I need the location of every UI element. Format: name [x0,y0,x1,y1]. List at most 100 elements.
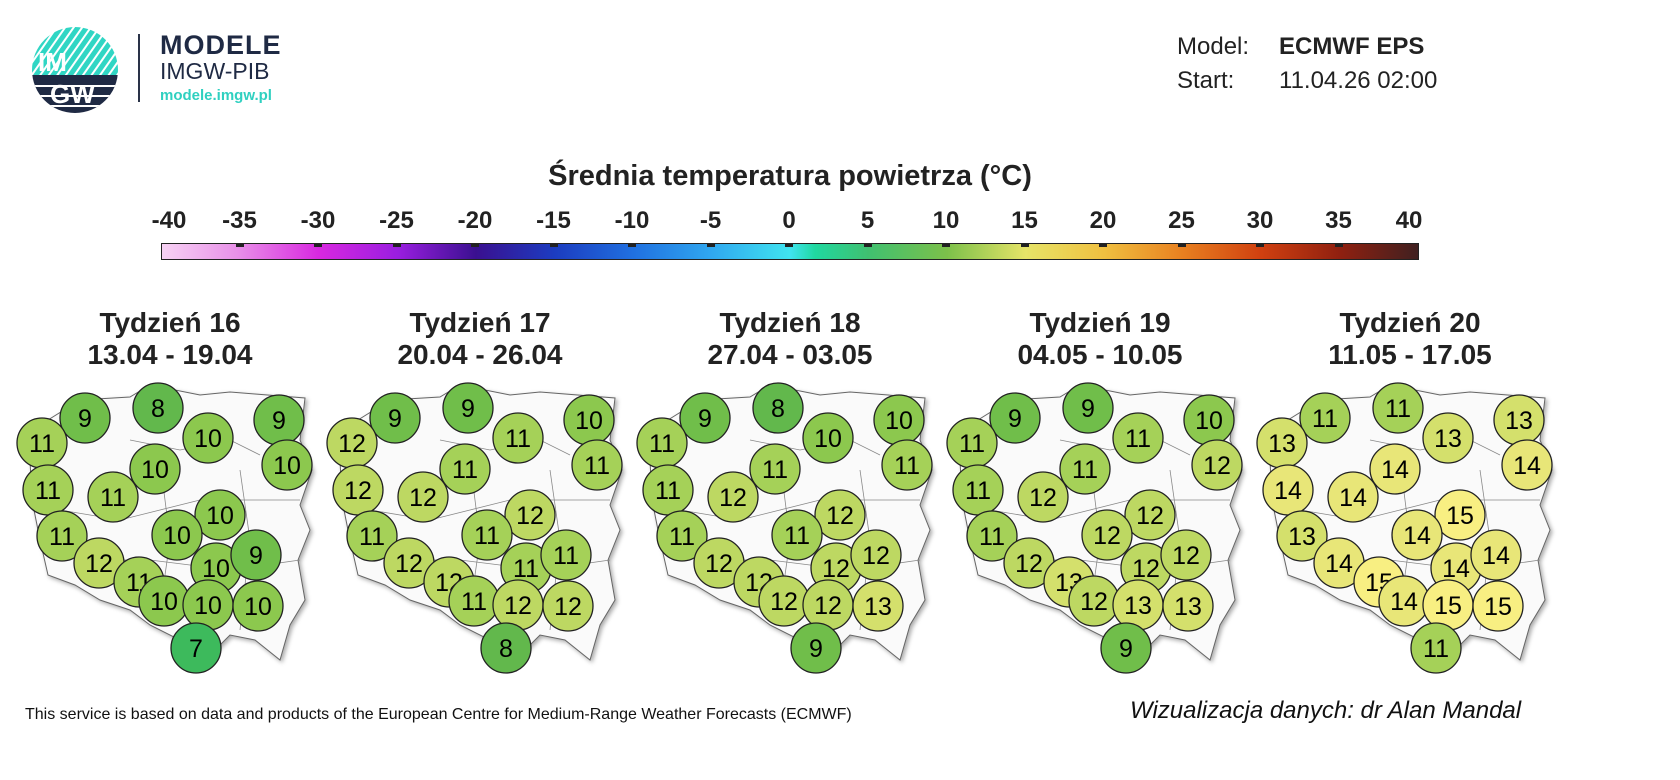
colorbar-tick-mark [1334,243,1343,247]
week-label: Tydzień 17 [409,307,551,338]
station-value: 12 [554,593,582,621]
week-title: Tydzień 20 11.05 - 17.05 [1260,307,1560,371]
region-border [369,499,610,521]
station-value: 13 [1124,592,1152,620]
station-value: 9 [461,395,475,423]
station-value: 12 [1029,484,1057,512]
station-marker [132,382,184,434]
colorbar-tick-mark [1256,243,1264,247]
colorbar-tick-mark [549,243,558,247]
colorbar-tick-label: -30 [300,207,336,234]
brand-url[interactable]: modele.imgw.pl [160,87,272,104]
station-value: 12 [862,542,890,570]
brand-title: MODELE [160,30,282,60]
station-marker [1081,509,1133,561]
station-value: 9 [388,405,402,433]
colorbar-tick-label: -15 [536,207,571,234]
logo-text-top: IM [38,47,67,77]
colorbar-tick-label: 0 [782,207,796,234]
station-value: 10 [163,522,191,550]
station-value: 12 [822,555,850,583]
week-label: Tydzień 16 [99,307,241,338]
station-value: 14 [1403,522,1431,550]
station-value: 12 [1080,588,1108,616]
colorbar-tick-label: -40 [151,207,187,234]
colorbar-tick-mark [314,243,322,247]
station-value: 9 [78,405,92,433]
station-marker [850,529,902,581]
station-value: 9 [272,407,286,435]
station-value: 10 [814,425,842,453]
source-note: This service is based on data and produc… [25,706,852,723]
station-value: 10 [244,593,272,621]
week-dates: 20.04 - 26.04 [397,339,563,370]
logo-divider [138,34,140,102]
colorbar-tick-label: 35 [1325,207,1352,234]
station-marker [1327,471,1379,523]
colorbar-tick-mark [235,243,244,247]
colorbar-title: Średnia temperatura powietrza (°C) [548,160,1032,192]
station-value: 9 [698,405,712,433]
colorbar-tick-mark [628,243,636,247]
station-value: 12 [344,477,372,505]
model-label: Model: [1177,33,1250,60]
station-marker [707,471,759,523]
station-value: 11 [979,523,1005,551]
station-value: 14 [1513,452,1541,480]
station-marker [397,471,449,523]
station-value: 12 [85,550,113,578]
station-value: 14 [1381,456,1409,484]
station-value: 15 [1434,592,1462,620]
station-value: 11 [505,425,531,453]
station-value: 11 [655,477,681,505]
station-value: 12 [395,550,423,578]
colorbar-tick-label: -25 [379,207,414,234]
station-value: 11 [1423,635,1449,663]
station-value: 14 [1339,484,1367,512]
colorbar-tick-label: -5 [699,207,722,234]
station-marker [129,443,181,495]
colorbar-tick-mark [863,243,872,247]
station-marker [230,529,282,581]
station-marker [989,392,1041,444]
station-marker [966,510,1018,562]
station-marker [442,382,494,434]
station-marker [1422,412,1474,464]
station-marker [170,622,222,674]
station-value: 9 [1119,635,1133,663]
week-title: Tydzień 17 20.04 - 26.04 [330,307,630,371]
station-value: 10 [885,407,913,435]
colorbar-tick-mark [1099,243,1107,247]
station-value: 11 [1125,425,1151,453]
station-value: 11 [762,456,788,484]
station-value: 12 [1136,502,1164,530]
station-value: 11 [584,452,610,480]
station-value: 13 [1505,407,1533,435]
station-marker [261,439,313,491]
station-marker [540,529,592,581]
station-value: 12 [719,484,747,512]
station-marker [1501,439,1553,491]
station-value: 11 [959,430,985,458]
model-value: ECMWF EPS [1279,33,1425,60]
station-marker [814,489,866,541]
station-value: 12 [705,550,733,578]
week-label: Tydzień 18 [719,307,861,338]
start-label: Start: [1177,67,1235,94]
colorbar-tick-mark [785,243,793,247]
station-marker [232,580,284,632]
station-value: 8 [771,395,785,423]
station-value: 10 [575,407,603,435]
station-value: 13 [1268,430,1296,458]
colorbar-tick-mark [392,243,401,247]
station-value: 10 [273,452,301,480]
station-marker [59,392,111,444]
station-value: 10 [194,425,222,453]
station-value: 9 [809,635,823,663]
colorbar-tick-label: -20 [457,207,493,234]
colorbar-tick-label: -35 [222,207,257,234]
station-value: 11 [461,588,487,616]
region-border [1299,499,1540,521]
